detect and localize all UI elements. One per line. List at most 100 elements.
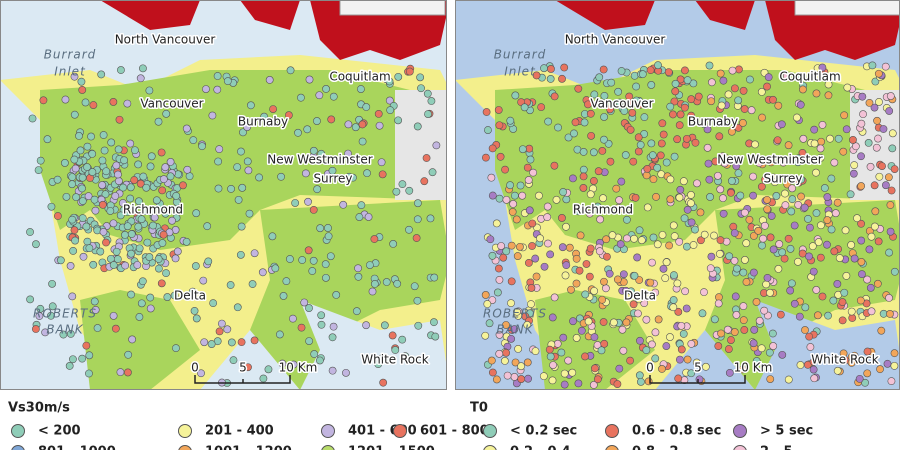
site xyxy=(649,233,658,242)
site xyxy=(664,68,673,77)
place-label: Inlet xyxy=(504,65,536,79)
site xyxy=(394,116,403,125)
site xyxy=(800,203,809,212)
site xyxy=(768,329,777,338)
site xyxy=(269,155,278,164)
site xyxy=(298,256,307,264)
site xyxy=(488,251,497,260)
site xyxy=(100,146,109,155)
site xyxy=(525,144,534,153)
site xyxy=(568,368,577,377)
site xyxy=(659,264,668,273)
site xyxy=(161,209,170,218)
site xyxy=(887,377,896,386)
site xyxy=(890,361,899,370)
site xyxy=(693,179,701,188)
site xyxy=(651,354,660,363)
site xyxy=(599,318,608,326)
site xyxy=(558,74,566,83)
site xyxy=(823,193,832,201)
site xyxy=(890,267,899,276)
site xyxy=(405,225,413,234)
site xyxy=(481,153,490,162)
site xyxy=(507,241,516,250)
site xyxy=(492,375,501,384)
site xyxy=(482,108,491,116)
place-label: Burrard xyxy=(494,48,547,62)
site xyxy=(629,157,638,166)
site xyxy=(710,315,719,324)
site xyxy=(764,73,773,82)
site xyxy=(557,348,566,357)
site xyxy=(89,260,98,269)
site xyxy=(593,202,602,211)
site xyxy=(510,325,519,334)
site xyxy=(543,213,552,222)
legend-swatch xyxy=(11,445,25,450)
site xyxy=(243,157,252,166)
site xyxy=(523,321,532,329)
site xyxy=(774,101,783,110)
site xyxy=(516,242,524,251)
site xyxy=(640,299,649,308)
site xyxy=(752,298,761,306)
site xyxy=(239,128,247,137)
site xyxy=(749,172,757,181)
site xyxy=(622,286,630,295)
place-label: White Rock xyxy=(811,353,878,367)
site xyxy=(102,167,111,176)
site xyxy=(658,365,666,373)
site xyxy=(757,182,766,191)
site xyxy=(646,66,655,75)
site xyxy=(865,98,874,107)
site xyxy=(687,339,696,348)
scale-label: 0 xyxy=(646,361,654,375)
site xyxy=(370,235,379,243)
site xyxy=(133,261,142,269)
site xyxy=(328,366,337,375)
site xyxy=(300,298,309,307)
site xyxy=(806,343,815,351)
site xyxy=(107,138,116,147)
site xyxy=(540,64,548,73)
site xyxy=(268,232,277,241)
site xyxy=(769,245,778,254)
site xyxy=(158,239,167,247)
site xyxy=(518,145,527,154)
site xyxy=(260,112,269,121)
site xyxy=(517,375,526,383)
site xyxy=(488,144,497,153)
site xyxy=(695,375,704,384)
site xyxy=(681,66,689,75)
site xyxy=(389,239,398,248)
site xyxy=(564,356,573,365)
site xyxy=(582,260,591,268)
site xyxy=(502,321,510,329)
site xyxy=(714,299,723,308)
site xyxy=(874,237,883,246)
site xyxy=(833,198,842,207)
site xyxy=(677,321,686,330)
legend-label: 601 - 800 xyxy=(420,424,489,439)
site xyxy=(654,61,662,70)
site xyxy=(513,307,521,316)
site xyxy=(342,368,350,377)
site xyxy=(842,125,851,134)
site xyxy=(68,173,77,182)
site xyxy=(758,113,766,122)
site xyxy=(691,138,700,147)
site xyxy=(717,101,726,110)
site xyxy=(78,197,87,206)
site xyxy=(683,242,691,251)
site xyxy=(886,92,895,100)
site xyxy=(640,113,649,122)
site xyxy=(778,350,787,359)
site xyxy=(824,80,833,89)
site xyxy=(109,98,118,106)
site xyxy=(584,317,593,326)
site xyxy=(642,171,651,180)
site xyxy=(614,87,623,96)
site xyxy=(866,283,875,292)
site xyxy=(666,175,675,184)
site xyxy=(597,346,606,355)
